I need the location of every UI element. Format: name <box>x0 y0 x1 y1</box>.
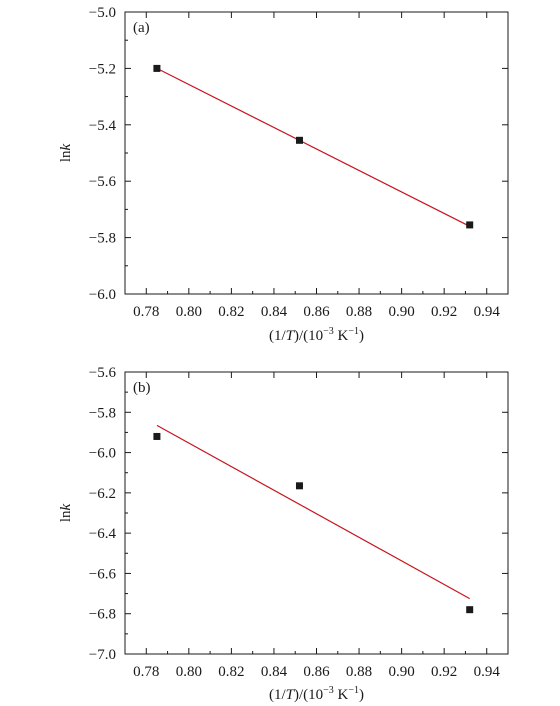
y-tick-label: −5.0 <box>89 5 116 21</box>
panel-a: 0.78 0.80 0.82 0.84 0.86 0.88 0.90 0.92 0.94 −5.0… <box>58 5 509 344</box>
fit-line <box>156 67 470 227</box>
y-tick-label: −6.0 <box>89 287 116 303</box>
data-point <box>153 432 161 440</box>
data-point <box>466 221 474 229</box>
y-tick-label: −5.2 <box>89 61 116 77</box>
x-tick-label: 0.92 <box>431 304 457 320</box>
x-tick-label: 0.86 <box>303 304 330 320</box>
x-tick-label: 0.84 <box>261 304 288 320</box>
data-point <box>466 606 474 614</box>
x-axis-label: (1/T)/(10−3 K−1) <box>269 685 364 703</box>
x-tick-label: 0.82 <box>218 664 244 680</box>
y-tick-label: −6.2 <box>89 486 116 502</box>
y-tick-label: −5.4 <box>89 118 117 134</box>
x-tick-label: 0.78 <box>133 664 159 680</box>
x-tick-label: 0.90 <box>388 664 414 680</box>
x-tick-label: 0.88 <box>346 304 372 320</box>
plot-frame <box>124 371 509 655</box>
y-tick-label: −5.6 <box>89 365 117 381</box>
y-tick-label: −5.8 <box>89 405 116 421</box>
y-tick-label: −7.0 <box>89 647 116 663</box>
y-axis-label: lnk <box>58 144 74 163</box>
plot-frame <box>124 11 509 295</box>
data-point <box>295 136 303 144</box>
x-tick-label: 0.94 <box>474 664 501 680</box>
y-tick-label: −6.6 <box>89 566 117 582</box>
fit-line <box>156 424 470 600</box>
y-tick-label: −5.6 <box>89 174 117 190</box>
x-tick-label: 0.80 <box>176 664 202 680</box>
x-tick-label: 0.88 <box>346 664 372 680</box>
x-tick-label: 0.94 <box>474 304 501 320</box>
x-tick-label: 0.90 <box>388 304 414 320</box>
panel-b: 0.78 0.80 0.82 0.84 0.86 0.88 0.90 0.92 0.94 −5.6… <box>58 365 509 703</box>
x-tick-label: 0.78 <box>133 304 159 320</box>
y-tick-label: −6.8 <box>89 607 116 623</box>
panel-label: (a) <box>133 20 150 36</box>
data-point <box>153 64 161 72</box>
y-axis-label: lnk <box>58 504 74 523</box>
panel-label: (b) <box>133 380 151 396</box>
x-tick-label: 0.84 <box>261 664 288 680</box>
x-tick-label: 0.92 <box>431 664 457 680</box>
x-tick-label: 0.86 <box>303 664 330 680</box>
y-tick-label: −6.4 <box>89 526 117 542</box>
x-axis-label: (1/T)/(10−3 K−1) <box>269 326 364 344</box>
x-tick-label: 0.80 <box>176 304 202 320</box>
data-point <box>295 482 303 490</box>
y-tick-label: −5.8 <box>89 231 116 247</box>
y-tick-label: −6.0 <box>89 446 116 462</box>
x-tick-label: 0.82 <box>218 304 244 320</box>
